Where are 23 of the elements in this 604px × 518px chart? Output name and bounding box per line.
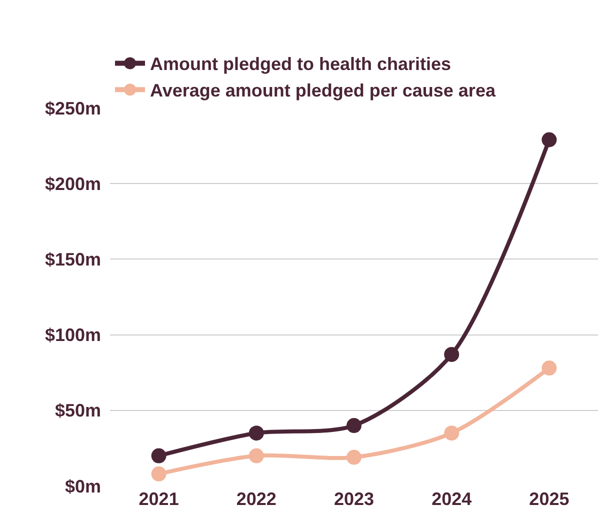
- x-tick-label: 2022: [236, 489, 276, 509]
- point: [346, 450, 362, 465]
- point: [542, 132, 557, 148]
- y-tick-label: $100m: [44, 325, 101, 346]
- x-tick-label: 2024: [432, 489, 472, 509]
- legend-label: Average amount pledged per cause area: [150, 80, 496, 101]
- point: [542, 360, 557, 376]
- point: [346, 418, 362, 434]
- point: [444, 346, 460, 362]
- x-tick-label: 2025: [529, 489, 570, 509]
- y-tick-label: $200m: [44, 174, 101, 194]
- x-tick-label: 2021: [138, 489, 179, 509]
- point: [151, 448, 166, 464]
- y-tick-label: $50m: [54, 400, 101, 421]
- y-tick-label: $0m: [64, 476, 101, 496]
- point: [248, 448, 264, 464]
- x-tick-label: 2023: [334, 489, 374, 509]
- point: [444, 426, 460, 441]
- legend-label: Amount pledged to health charities: [150, 54, 452, 74]
- y-tick-label: $250m: [44, 98, 101, 118]
- point: [248, 426, 264, 441]
- point: [151, 466, 166, 482]
- y-tick-label: $150m: [44, 250, 101, 270]
